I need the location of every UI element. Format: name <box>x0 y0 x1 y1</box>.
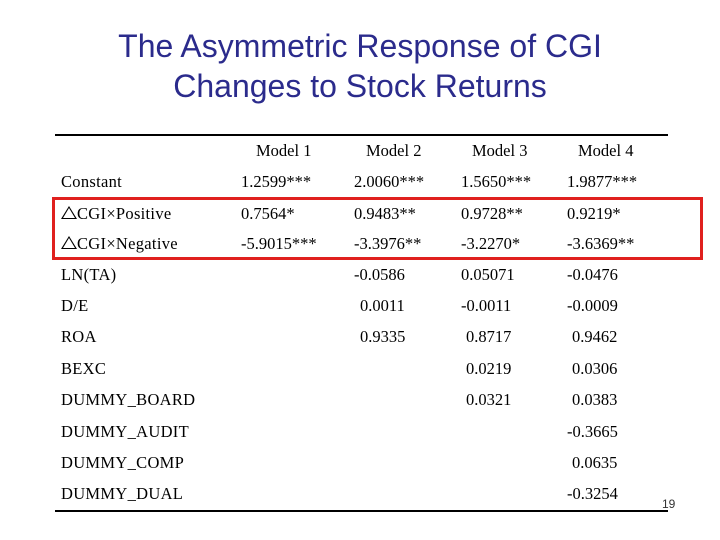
table-cell: 0.8717 <box>466 327 512 346</box>
row-label-text: CGI×Positive <box>77 204 172 223</box>
row-label: D/E <box>61 296 88 316</box>
table-cell: 0.9483** <box>354 204 416 223</box>
table-cell: -0.0011 <box>461 296 512 315</box>
table-cell: 1.2599*** <box>241 172 312 191</box>
table-cell: 0.9219* <box>567 204 621 223</box>
table-cell: -3.3976** <box>354 234 422 253</box>
table-cell: -3.6369** <box>567 234 635 253</box>
table-cell: 0.0306 <box>572 359 618 378</box>
row-label-text: BEXC <box>61 359 107 378</box>
table-cell: 1.5650*** <box>461 172 532 191</box>
table-cell: -3.2270* <box>461 234 521 253</box>
row-label: BEXC <box>61 359 106 379</box>
title-line-2: Changes to Stock Returns <box>173 68 547 104</box>
slide-title: The Asymmetric Response of CGI Changes t… <box>0 26 720 106</box>
table-cell: 2.0060*** <box>354 172 425 191</box>
table-cell: 0.7564* <box>241 204 295 223</box>
table-bottom-rule <box>55 510 668 512</box>
table-cell: -0.0586 <box>354 265 405 284</box>
highlight-box <box>52 197 703 260</box>
table-top-rule <box>55 134 668 136</box>
delta-icon <box>61 206 77 219</box>
table-cell: 0.0635 <box>572 453 618 472</box>
row-label: DUMMY_DUAL <box>61 484 183 504</box>
table-cell: 0.9462 <box>572 327 618 346</box>
table-cell: 0.05071 <box>461 265 515 284</box>
table-cell: -0.0009 <box>567 296 618 315</box>
title-line-1: The Asymmetric Response of CGI <box>118 28 602 64</box>
row-label-text: CGI×Negative <box>77 234 178 253</box>
row-label-text: D/E <box>61 296 89 315</box>
row-label: LN(TA) <box>61 265 116 285</box>
row-label-text: DUMMY_DUAL <box>61 484 184 503</box>
row-label: CGI×Negative <box>61 234 178 254</box>
row-label-text: Constant <box>61 172 123 191</box>
delta-icon <box>61 236 77 249</box>
table-cell: -5.9015*** <box>241 234 317 253</box>
row-label-text: LN(TA) <box>61 265 117 284</box>
table-cell: 0.0321 <box>466 390 512 409</box>
row-label: DUMMY_BOARD <box>61 390 195 410</box>
row-label-text: ROA <box>61 327 97 346</box>
column-header-model-3: Model 3 <box>472 141 528 160</box>
column-header-model-2: Model 2 <box>366 141 422 160</box>
table-cell: -0.3254 <box>567 484 618 503</box>
page-number: 19 <box>662 497 676 511</box>
table-cell: -0.3665 <box>567 422 618 441</box>
table-cell: 0.0219 <box>466 359 512 378</box>
table-cell: -0.0476 <box>567 265 618 284</box>
column-header-model-4: Model 4 <box>578 141 634 160</box>
row-label-text: DUMMY_AUDIT <box>61 422 189 441</box>
table-cell: 1.9877*** <box>567 172 638 191</box>
row-label: Constant <box>61 172 122 192</box>
row-label-text: DUMMY_BOARD <box>61 390 196 409</box>
row-label-text: DUMMY_COMP <box>61 453 185 472</box>
row-label: DUMMY_COMP <box>61 453 184 473</box>
table-cell: 0.0011 <box>360 296 405 315</box>
row-label: DUMMY_AUDIT <box>61 422 189 442</box>
row-label: ROA <box>61 327 97 347</box>
table-cell: 0.0383 <box>572 390 618 409</box>
row-label: CGI×Positive <box>61 204 172 224</box>
table-cell: 0.9728** <box>461 204 523 223</box>
table-cell: 0.9335 <box>360 327 406 346</box>
column-header-model-1: Model 1 <box>256 141 312 160</box>
